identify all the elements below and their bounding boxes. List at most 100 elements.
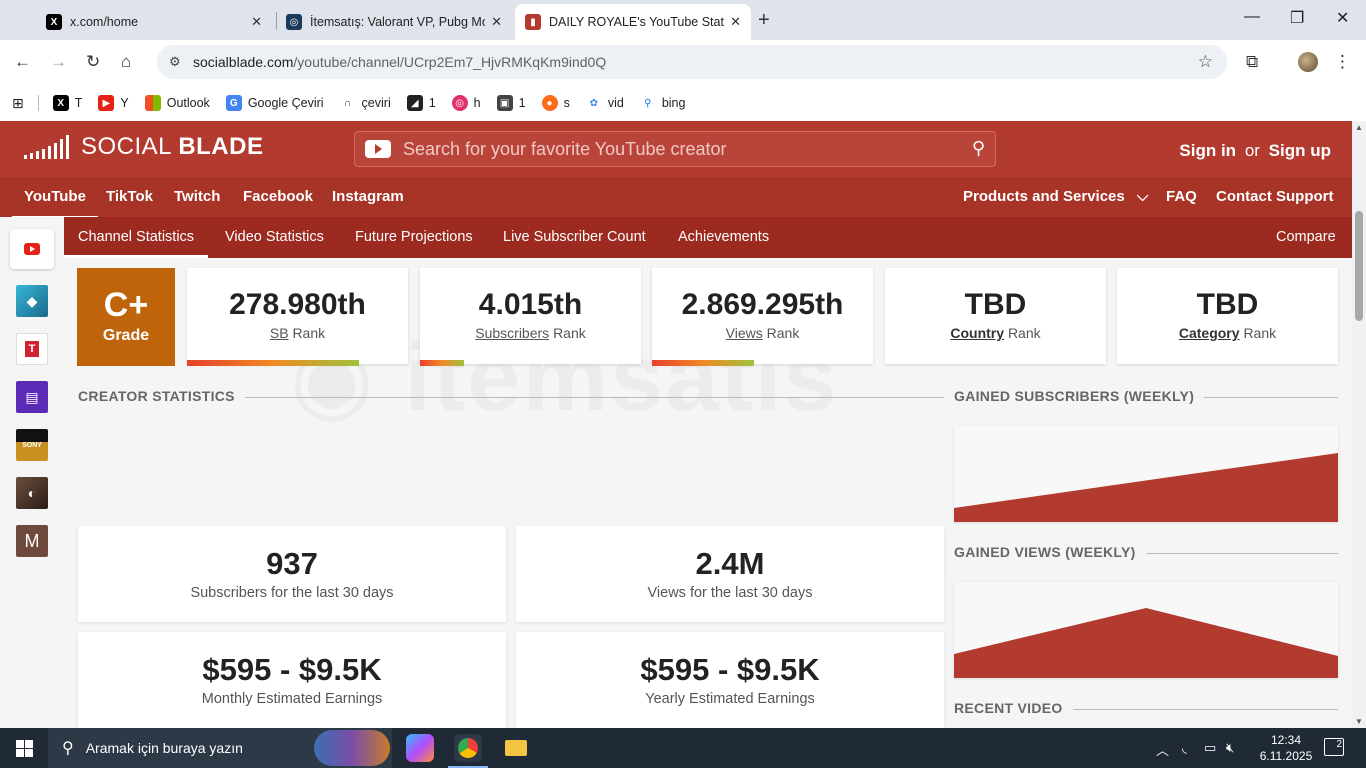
rank-link[interactable]: Category <box>1178 325 1240 341</box>
battery-icon[interactable]: ▭ <box>1204 740 1217 755</box>
tab-achievements[interactable]: Achievements <box>678 229 770 245</box>
rank-value: 4.015th <box>478 288 583 321</box>
taskbar-search[interactable]: ⚲ Aramak için buraya yazın <box>48 728 392 768</box>
contact-support-link[interactable]: Contact Support <box>1216 188 1334 205</box>
wifi-icon[interactable]: ◟ <box>1182 740 1188 755</box>
rank-link[interactable]: Subscribers <box>475 325 550 341</box>
minimize-icon[interactable]: — <box>1244 8 1260 25</box>
bookmark-item[interactable]: Outlook <box>144 95 210 111</box>
bookmark-item[interactable]: ⚲ bing <box>640 95 685 111</box>
home-icon[interactable]: ⌂ <box>121 52 132 71</box>
bookmark-star-icon[interactable]: ☆ <box>1197 52 1213 71</box>
section-divider <box>78 397 944 398</box>
tab-socialblade[interactable]: ▮ DAILY ROYALE's YouTube Statist ✕ <box>515 4 751 40</box>
bookmark-item[interactable]: ◎ h <box>451 95 481 111</box>
volume-muted-icon[interactable]: 🔇︎ <box>1226 740 1235 755</box>
chrome-icon[interactable] <box>448 734 488 768</box>
platform-youtube[interactable]: YouTube <box>12 188 98 219</box>
scroll-up-icon[interactable]: ▲ <box>1355 123 1363 132</box>
compare-link[interactable]: Compare <box>1276 229 1336 245</box>
profile-avatar[interactable] <box>1298 52 1318 72</box>
extensions-icon[interactable]: ⧉ <box>1246 52 1259 71</box>
gained-subscribers-chart <box>954 426 1338 522</box>
platform-facebook[interactable]: Facebook <box>243 188 314 205</box>
bookmark-item[interactable]: ● s <box>541 95 570 111</box>
close-tab-icon[interactable]: ✕ <box>251 14 262 29</box>
search-icon[interactable]: ⚲ <box>971 138 985 158</box>
channel-avatar-sony[interactable]: SONY <box>16 429 48 461</box>
youtube-rail-button[interactable] <box>10 229 54 269</box>
tray-chevron-up-icon[interactable]: ︿ <box>1156 743 1170 758</box>
restore-icon[interactable]: ❐ <box>1290 10 1305 27</box>
rank-link[interactable]: Country <box>950 325 1005 341</box>
page-scrollbar[interactable]: ▲ ▼ <box>1352 121 1366 728</box>
file-explorer-icon[interactable] <box>502 734 530 762</box>
tab-live-subscriber-count[interactable]: Live Subscriber Count <box>503 229 646 245</box>
platform-instagram[interactable]: Instagram <box>332 188 404 205</box>
logo-bars-icon <box>24 135 69 159</box>
bookmark-icon: ● <box>541 95 558 111</box>
stat-value: $595 - $9.5K <box>640 652 820 687</box>
forward-arrow-icon[interactable]: → <box>50 52 67 71</box>
close-window-icon[interactable]: ✕ <box>1336 10 1350 27</box>
creator-search-input[interactable] <box>403 138 943 160</box>
taskbar-search-placeholder: Aramak için buraya yazın <box>85 740 243 756</box>
sign-up-link[interactable]: Sign up <box>1268 141 1331 160</box>
back-arrow-icon[interactable]: ← <box>14 52 31 71</box>
rank-label: Category Rank <box>1178 325 1277 341</box>
windows-start-icon[interactable] <box>16 740 33 757</box>
new-tab-plus-icon[interactable]: + <box>758 9 770 31</box>
creator-statistics-title: CREATOR STATISTICS <box>78 388 245 404</box>
microsoft-icon <box>144 95 161 111</box>
itemsatis-icon: ◎ <box>286 14 302 30</box>
faq-link[interactable]: FAQ <box>1166 188 1197 205</box>
bookmark-item[interactable]: G Google Çeviri <box>225 95 324 111</box>
stat-label: Views for the last 30 days <box>647 585 813 601</box>
rank-progress-bar <box>187 360 360 366</box>
taskbar-clock[interactable]: 12:34 6.11.2025 <box>1256 732 1316 764</box>
tab-future-projections[interactable]: Future Projections <box>355 229 473 245</box>
channel-avatar-people[interactable]: ◐ <box>16 477 48 509</box>
bookmark-icon: ▣ <box>496 95 513 111</box>
bookmark-item[interactable]: ✿ vid <box>586 95 624 111</box>
channel-avatar-t-series[interactable]: T <box>16 333 48 365</box>
platform-tiktok[interactable]: TikTok <box>106 188 153 205</box>
close-tab-icon[interactable]: ✕ <box>491 14 502 29</box>
bookmark-item[interactable]: ▣ 1 <box>496 95 526 111</box>
rank-link[interactable]: Views <box>725 325 763 341</box>
search-icon: ⚲ <box>62 740 74 757</box>
socialblade-logo[interactable]: SOCIAL BLADE <box>24 135 263 159</box>
apps-grid-icon[interactable]: ⊞ <box>12 94 24 111</box>
rank-card-sb: 278.980th SB Rank <box>187 268 408 366</box>
tab-x-home[interactable]: X x.com/home ✕ <box>36 4 272 40</box>
channel-avatar-clapper[interactable]: ▤ <box>16 381 48 413</box>
reload-icon[interactable]: ↻ <box>86 52 101 71</box>
close-tab-icon[interactable]: ✕ <box>730 14 741 29</box>
tab-itemsatis[interactable]: ◎ İtemsatış: Valorant VP, Pubg Mo ✕ <box>276 4 512 40</box>
bookmark-item[interactable]: ◢ 1 <box>406 95 436 111</box>
scroll-down-icon[interactable]: ▼ <box>1355 717 1363 726</box>
menu-dots-icon[interactable]: ⋮ <box>1334 52 1351 71</box>
bookmark-item[interactable]: ▶ Y <box>98 95 129 111</box>
sign-in-link[interactable]: Sign in <box>1179 141 1237 160</box>
channel-avatar-m[interactable]: M <box>16 525 48 557</box>
bookmark-icon: ◢ <box>406 95 423 111</box>
notification-center-icon[interactable]: 2 <box>1324 738 1344 756</box>
tab-channel-statistics[interactable]: Channel Statistics <box>63 229 209 258</box>
platform-twitch[interactable]: Twitch <box>174 188 221 205</box>
x-logo-icon: X <box>52 95 69 111</box>
stat-label: Subscribers for the last 30 days <box>190 585 394 601</box>
rank-label: Views Rank <box>725 325 800 341</box>
bookmark-item[interactable]: ∩ çeviri <box>340 95 391 111</box>
channel-avatar-beast[interactable]: ◆ <box>16 285 48 317</box>
creator-search[interactable]: ⚲ <box>354 131 996 167</box>
rank-link[interactable]: SB <box>269 325 289 341</box>
copilot-icon[interactable] <box>406 734 434 762</box>
address-bar[interactable]: ⚙ socialblade.com/youtube/channel/UCrp2E… <box>157 45 1227 79</box>
site-info-icon[interactable]: ⚙ <box>169 54 181 69</box>
tab-video-statistics[interactable]: Video Statistics <box>225 229 324 245</box>
products-services-menu[interactable]: Products and Services ⌵ <box>963 188 1149 205</box>
scrollbar-thumb[interactable] <box>1355 211 1363 321</box>
